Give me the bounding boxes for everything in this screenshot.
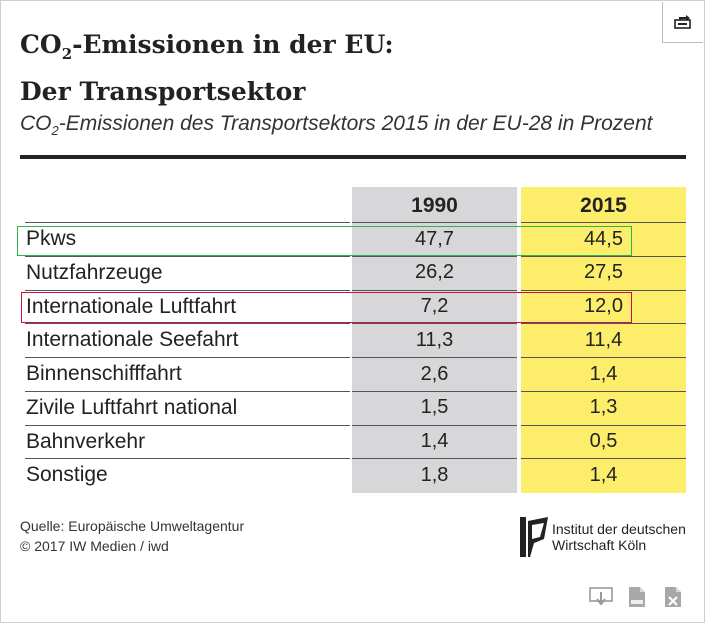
row-separator [521,357,686,358]
row-label: Pkws [26,227,77,250]
row-separator [521,222,686,223]
table-row: Bahnverkehr 1,4 0,5 [20,424,686,458]
value-2015: 1,3 [589,396,618,419]
row-label: Internationale Luftfahrt [26,294,237,318]
chart-subtitle: CO2-Emissionen des Transportsektors 2015… [20,112,653,139]
value-1990: 1,4 [420,430,449,452]
column-1990-background [352,187,517,493]
share-icon [674,15,691,29]
row-label: Nutzfahrzeuge [26,260,163,284]
csv-download-button[interactable] [625,585,649,609]
highlight-green-row [17,226,632,256]
table-row: Nutzfahrzeuge 26,2 27,5 [20,255,686,289]
value-2015: 12,0 [584,295,623,317]
value-1990: 1,8 [420,463,449,486]
iw-logo: Institut der deutschen Wirtschaft Köln [518,515,688,559]
row-separator [352,390,517,392]
value-2015: 44,5 [584,227,623,250]
download-button[interactable] [589,585,613,609]
row-separator [521,424,686,426]
row-label: Binnenschifffahrt [26,362,182,385]
row-separator [25,255,350,257]
row-separator [521,255,686,257]
csv-file-icon [629,587,645,607]
value-1990: 11,3 [415,328,454,351]
table-row: Binnenschifffahrt 2,6 1,4 [20,357,686,390]
row-separator [352,222,517,223]
column-2015-background [521,187,686,493]
row-separator [521,289,686,291]
chart-title: CO2-Emissionen in der EU: Der Transports… [20,30,394,106]
value-1990: 26,2 [415,261,454,284]
row-separator [521,323,686,325]
iw-logo-mark [520,517,548,557]
row-separator [352,424,517,426]
table-row: Zivile Luftfahrt national 1,5 1,3 [20,390,686,424]
excel-download-button[interactable] [661,585,685,609]
row-label: Bahnverkehr [26,429,146,453]
row-separator [25,458,350,460]
row-separator [352,458,517,460]
row-separator [521,390,686,392]
value-2015: 1,4 [589,362,618,385]
column-header-2015: 2015 [580,194,627,217]
row-separator [25,357,350,358]
share-button[interactable] [662,2,703,43]
source-note: Quelle: Europäische Umweltagentur © 2017… [20,516,244,556]
table-row: Pkws 47,7 44,5 [20,222,686,255]
download-icon [589,587,613,606]
value-1990: 47,7 [415,227,454,250]
excel-file-icon [665,587,681,607]
row-separator [352,255,517,257]
value-1990: 2,6 [420,362,449,385]
copyright-line: © 2017 IW Medien / iwd [20,538,169,554]
logo-line-1: Institut der deutschen [552,521,686,537]
download-toolbar [589,585,685,609]
row-separator [25,424,350,426]
column-header-1990: 1990 [411,194,458,217]
row-label: Internationale Seefahrt [26,328,239,352]
row-separator [521,458,686,460]
row-label: Sonstige [26,463,108,487]
table-row: Internationale Luftfahrt 7,2 12,0 [20,289,686,323]
value-2015: 11,4 [584,328,623,351]
value-2015: 0,5 [589,430,618,452]
row-separator [352,357,517,358]
row-separator [25,390,350,392]
title-divider [20,155,686,159]
value-2015: 1,4 [589,463,618,486]
row-label: Zivile Luftfahrt national [26,395,238,419]
row-separator [25,323,350,325]
source-line: Quelle: Europäische Umweltagentur [20,518,245,534]
row-separator [25,289,350,291]
row-separator [352,289,517,291]
highlight-red-row [21,292,632,323]
row-separator [352,323,517,325]
table-row: Sonstige 1,8 1,4 [20,458,686,491]
value-1990: 7,2 [420,295,449,317]
table-row: Internationale Seefahrt 11,3 11,4 [20,323,686,356]
logo-line-2: Wirtschaft Köln [552,537,647,553]
value-1990: 1,5 [420,396,449,419]
value-2015: 27,5 [584,261,623,284]
row-separator [25,222,350,223]
